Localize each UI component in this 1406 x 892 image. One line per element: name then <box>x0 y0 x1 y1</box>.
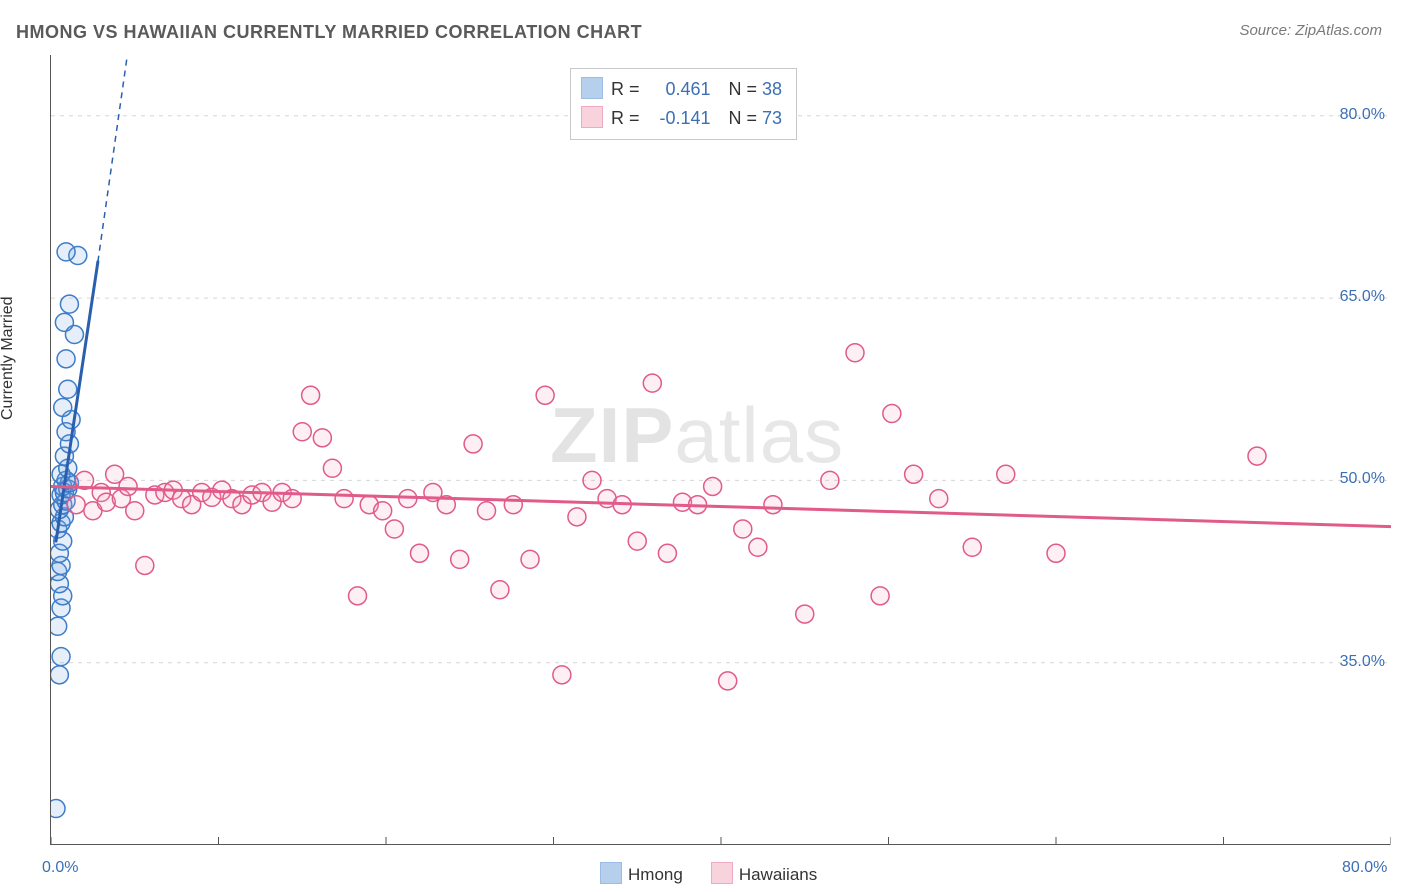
hawaiians-point <box>504 496 522 514</box>
hawaiians-point <box>821 471 839 489</box>
legend-row: R = 0.461 N = 38 <box>581 75 782 104</box>
hawaiians-point <box>491 581 509 599</box>
r-label: R = <box>611 79 645 99</box>
hmong-point <box>54 398 72 416</box>
hawaiians-point <box>374 502 392 520</box>
n-value: 38 <box>762 79 782 99</box>
hawaiians-point <box>905 465 923 483</box>
hmong-point <box>59 380 77 398</box>
hawaiians-point <box>963 538 981 556</box>
r-value: 0.461 <box>645 75 711 104</box>
hawaiians-point <box>871 587 889 605</box>
hawaiians-point <box>349 587 367 605</box>
hawaiians-point <box>704 477 722 495</box>
hawaiians-point <box>313 429 331 447</box>
hawaiians-point <box>385 520 403 538</box>
n-value: 73 <box>762 108 782 128</box>
hawaiians-point <box>764 496 782 514</box>
r-value: -0.141 <box>645 104 711 133</box>
hawaiians-point <box>734 520 752 538</box>
hawaiians-point <box>658 544 676 562</box>
hawaiians-point <box>126 502 144 520</box>
hawaiians-point <box>293 423 311 441</box>
hawaiians-point <box>67 496 85 514</box>
hawaiians-point <box>796 605 814 623</box>
hmong-point <box>57 243 75 261</box>
hawaiians-point <box>749 538 767 556</box>
hawaiians-point <box>553 666 571 684</box>
legend-row: R = -0.141 N = 73 <box>581 104 782 133</box>
hawaiians-point <box>323 459 341 477</box>
hawaiians-point <box>997 465 1015 483</box>
hawaiians-point <box>521 550 539 568</box>
hawaiians-point <box>846 344 864 362</box>
hawaiians-point <box>119 477 137 495</box>
hawaiians-point <box>568 508 586 526</box>
hmong-point <box>55 313 73 331</box>
hawaiians-point <box>411 544 429 562</box>
hawaiians-point <box>478 502 496 520</box>
hmong-point <box>51 800 65 818</box>
plot-frame <box>50 55 1390 845</box>
y-tick-label: 80.0% <box>1330 106 1385 124</box>
n-label: N = <box>729 108 763 128</box>
legend-swatch <box>581 106 603 128</box>
hawaiians-point <box>1047 544 1065 562</box>
n-label: N = <box>729 79 763 99</box>
hawaiians-point <box>302 386 320 404</box>
hmong-point <box>51 617 67 635</box>
hawaiians-point <box>583 471 601 489</box>
legend-series-label: Hawaiians <box>739 865 817 884</box>
y-tick-label: 35.0% <box>1330 653 1385 671</box>
y-tick-label: 65.0% <box>1330 288 1385 306</box>
correlation-legend: R = 0.461 N = 38 R = -0.141 N = 73 <box>570 68 797 140</box>
hawaiians-point <box>451 550 469 568</box>
legend-swatch <box>600 862 622 884</box>
hmong-point <box>51 666 68 684</box>
x-tick-max-label: 80.0% <box>1342 859 1387 877</box>
hawaiians-point <box>1248 447 1266 465</box>
source-attribution: Source: ZipAtlas.com <box>1239 22 1382 39</box>
y-axis-label: Currently Married <box>0 296 17 420</box>
hmong-point <box>52 648 70 666</box>
hawaiians-point <box>628 532 646 550</box>
legend-swatch <box>711 862 733 884</box>
r-label: R = <box>611 108 645 128</box>
legend-swatch <box>581 77 603 99</box>
hawaiians-point <box>536 386 554 404</box>
hmong-point <box>60 295 78 313</box>
hawaiians-point <box>464 435 482 453</box>
legend-series-label: Hmong <box>628 865 683 884</box>
hawaiians-point <box>719 672 737 690</box>
scatter-plot <box>51 55 1391 845</box>
hawaiians-point <box>335 490 353 508</box>
hawaiians-point <box>930 490 948 508</box>
hawaiians-point <box>643 374 661 392</box>
hawaiians-point <box>136 556 154 574</box>
y-tick-label: 50.0% <box>1330 470 1385 488</box>
chart-title: HMONG VS HAWAIIAN CURRENTLY MARRIED CORR… <box>16 22 642 43</box>
hawaiians-point <box>883 405 901 423</box>
hmong-point <box>57 350 75 368</box>
x-tick-min-label: 0.0% <box>42 859 78 877</box>
series-legend: Hmong Hawaiians <box>600 862 845 885</box>
